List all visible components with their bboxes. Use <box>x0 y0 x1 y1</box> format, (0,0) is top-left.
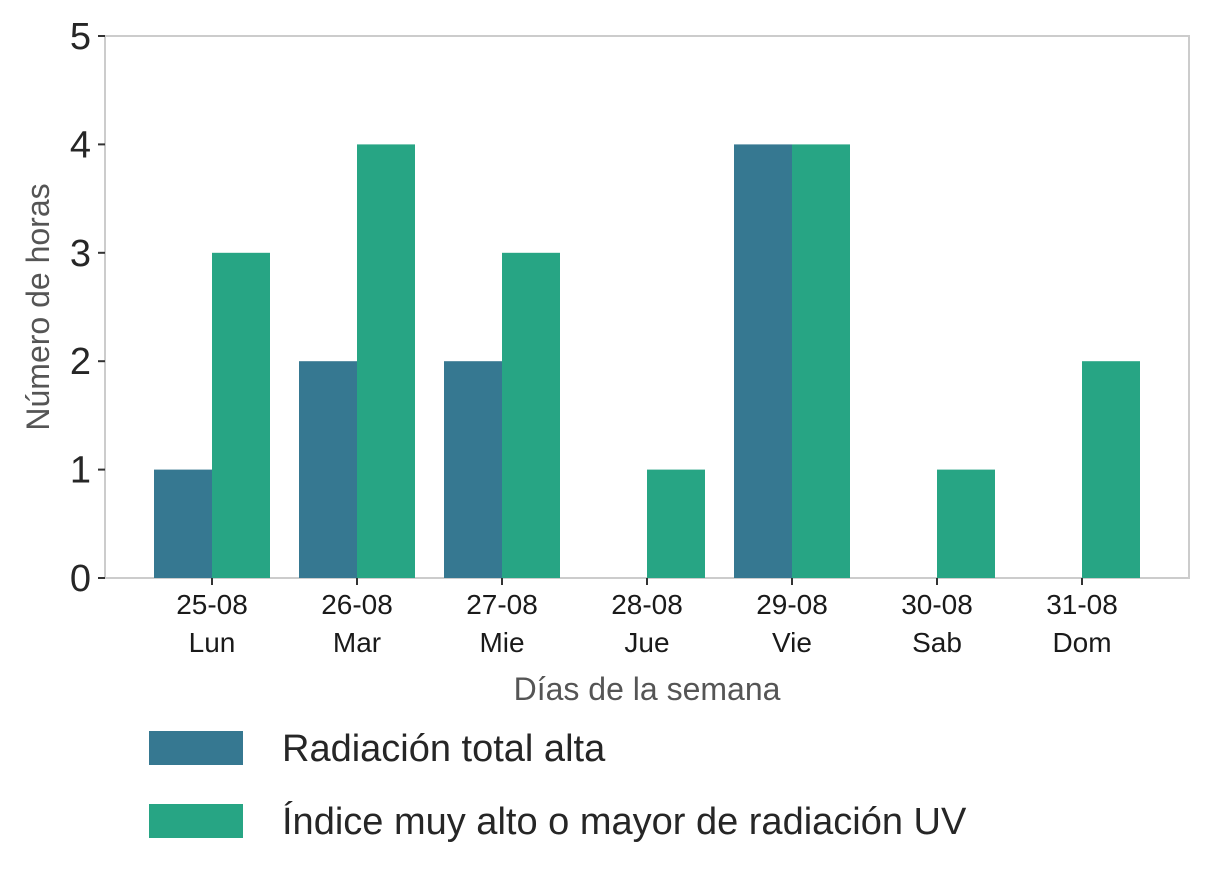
x-tick-label-day: Dom <box>1052 627 1111 658</box>
bar-series-1 <box>444 361 502 578</box>
y-axis: 0 1 2 3 4 5 <box>70 16 105 600</box>
x-tick-label-date: 27-08 <box>466 589 538 620</box>
y-tick-label: 0 <box>70 558 91 600</box>
bar-series-1 <box>154 469 212 578</box>
x-tick-label-date: 25-08 <box>176 589 248 620</box>
legend-swatch <box>149 804 243 838</box>
bar-series-2 <box>502 252 560 579</box>
x-tick-label-day: Mie <box>479 627 524 658</box>
x-tick-label-date: 30-08 <box>901 589 973 620</box>
x-tick-label-day: Jue <box>624 627 669 658</box>
y-tick-label: 4 <box>70 124 91 166</box>
x-tick-label-day: Vie <box>772 627 812 658</box>
x-tick-label-date: 29-08 <box>756 589 828 620</box>
legend-label: Índice muy alto o mayor de radiación UV <box>282 800 967 843</box>
x-tick-label-date: 26-08 <box>321 589 393 620</box>
bar-series-2 <box>647 469 705 578</box>
bar-series-1 <box>734 144 792 578</box>
y-tick-label: 3 <box>70 233 91 275</box>
x-tick-label-date: 28-08 <box>611 589 683 620</box>
y-tick-label: 5 <box>70 16 91 58</box>
bar-series-2 <box>357 144 415 578</box>
legend-swatch <box>149 731 243 765</box>
x-axis: 25-08 Lun 26-08 Mar 27-08 Mie 28-08 Jue 29-08 Vie… <box>176 578 1118 658</box>
legend-label: Radiación total alta <box>282 728 606 770</box>
bar-series-1 <box>299 361 357 578</box>
x-tick-label-date: 31-08 <box>1046 589 1118 620</box>
bar-series-2 <box>212 252 270 579</box>
y-axis-title: Número de horas <box>20 183 56 430</box>
bar-series-2 <box>1082 361 1140 578</box>
y-tick-label: 2 <box>70 341 91 383</box>
legend: Radiación total alta Índice muy alto o ma… <box>149 728 967 843</box>
bar-series-2 <box>792 144 850 578</box>
x-tick-label-day: Lun <box>189 627 236 658</box>
y-tick-label: 1 <box>70 450 91 492</box>
x-tick-label-day: Mar <box>333 627 381 658</box>
bar-series-2 <box>937 469 995 578</box>
x-tick-label-day: Sab <box>912 627 962 658</box>
x-axis-title: Días de la semana <box>514 671 781 707</box>
bars-group <box>154 144 1140 579</box>
